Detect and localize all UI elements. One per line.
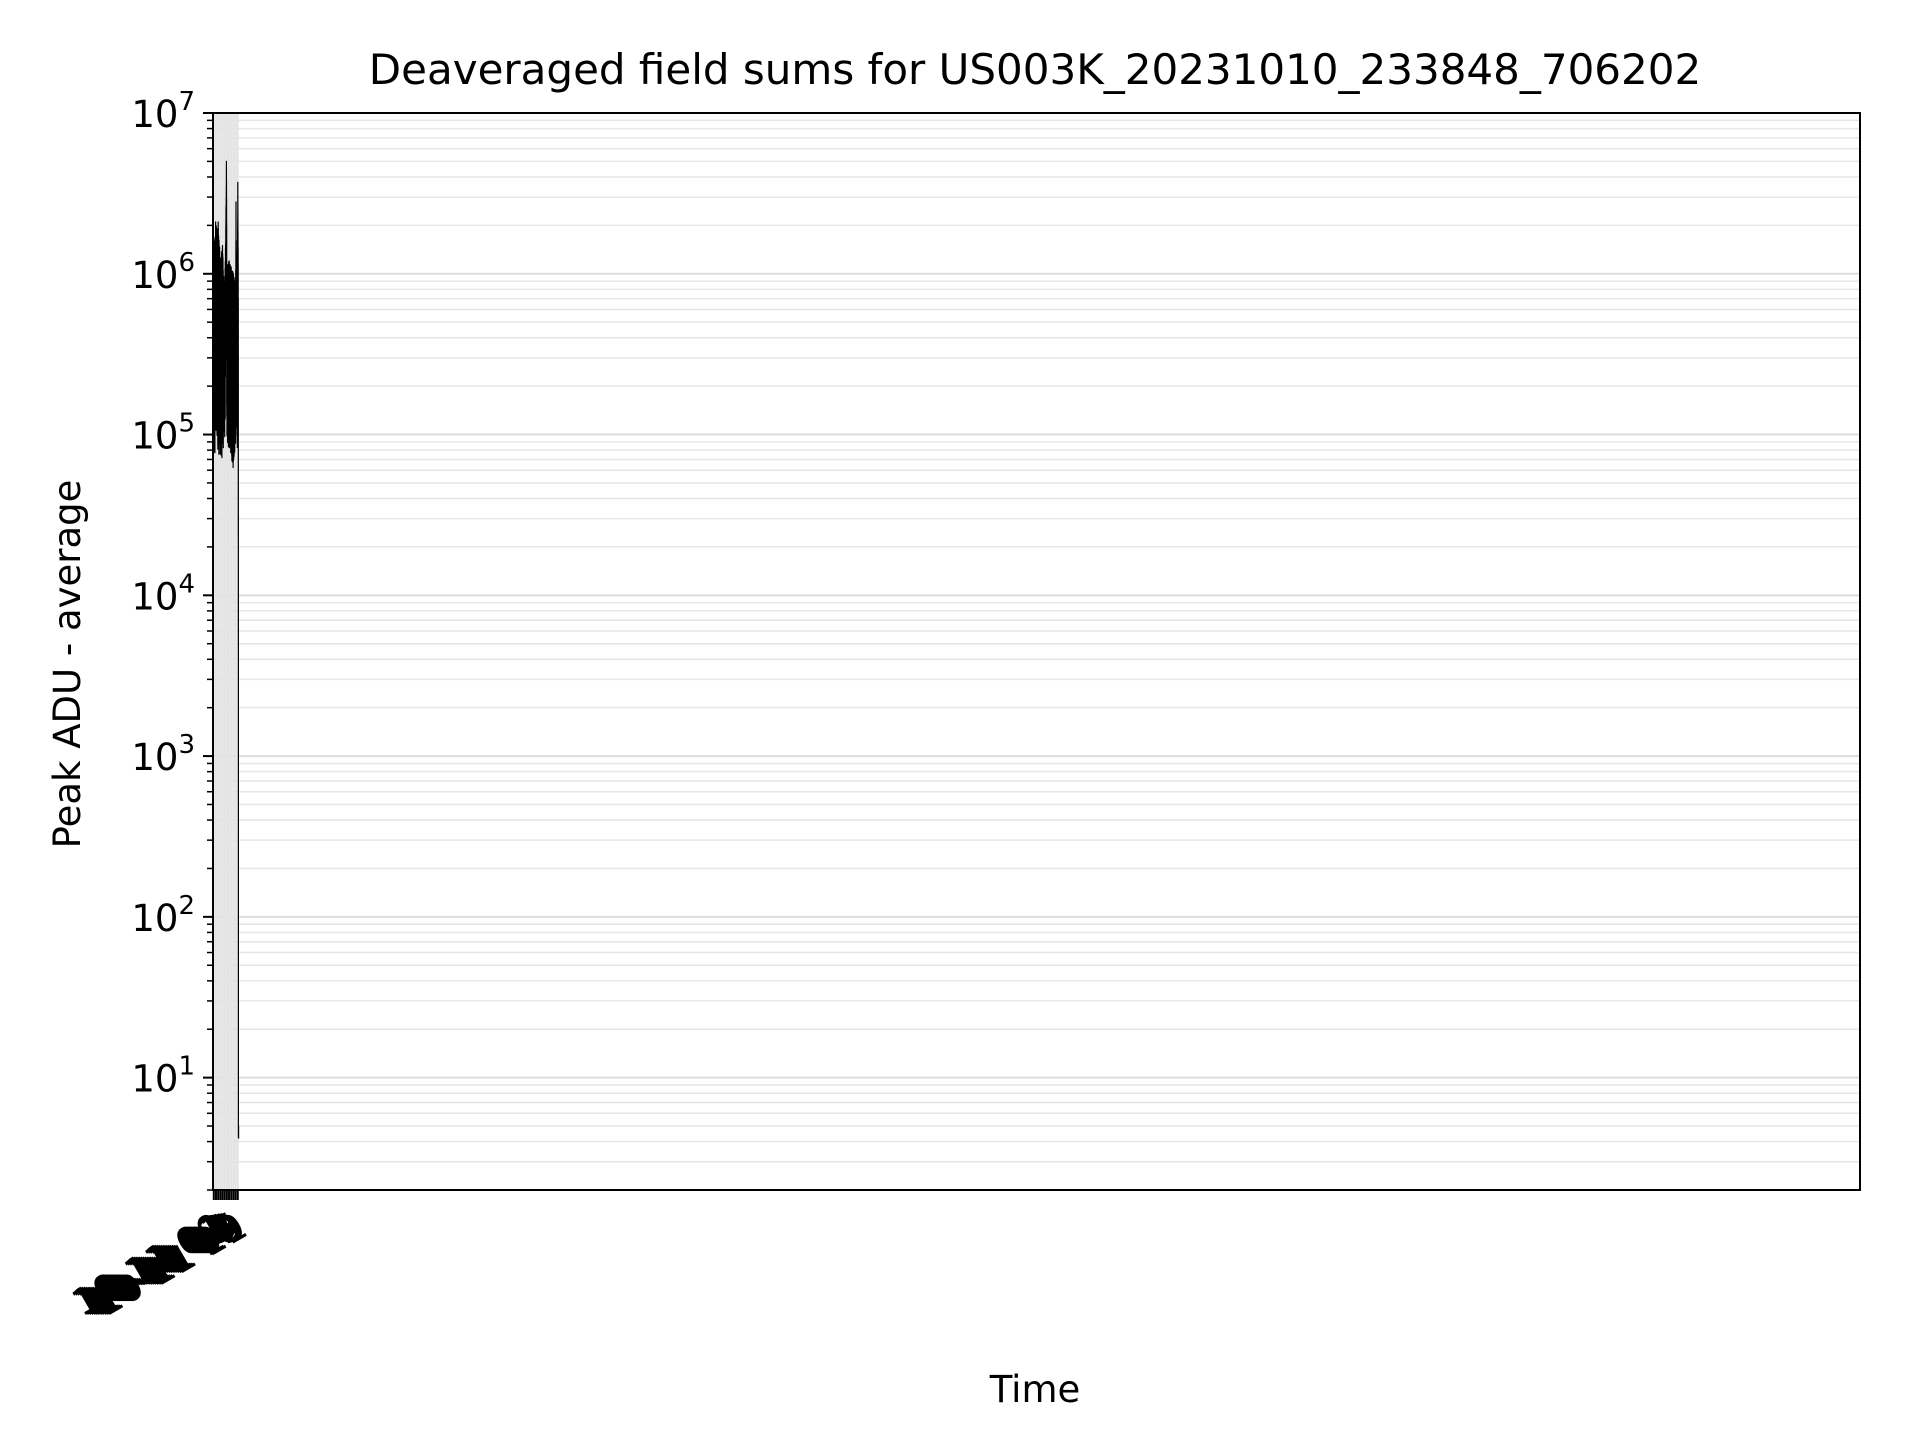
- y-tick-label: 105: [131, 409, 195, 458]
- y-axis-label: Peak ADU - average: [46, 480, 89, 849]
- y-tick-label: 107: [131, 87, 195, 136]
- y-tick-label: 101: [131, 1052, 195, 1101]
- series-line: [212, 160, 240, 1139]
- y-tick-label: 106: [131, 248, 195, 297]
- data-series: [212, 160, 240, 1139]
- chart-title: Deaveraged field sums for US003K_2023101…: [369, 45, 1701, 94]
- y-tick-label: 104: [131, 569, 195, 618]
- plot-frame: [212, 112, 1861, 1191]
- grid-lines: [212, 112, 1860, 1191]
- y-tick-label: 103: [131, 730, 195, 779]
- y-tick-label: 102: [131, 891, 195, 940]
- x-axis-label: Time: [989, 1368, 1081, 1411]
